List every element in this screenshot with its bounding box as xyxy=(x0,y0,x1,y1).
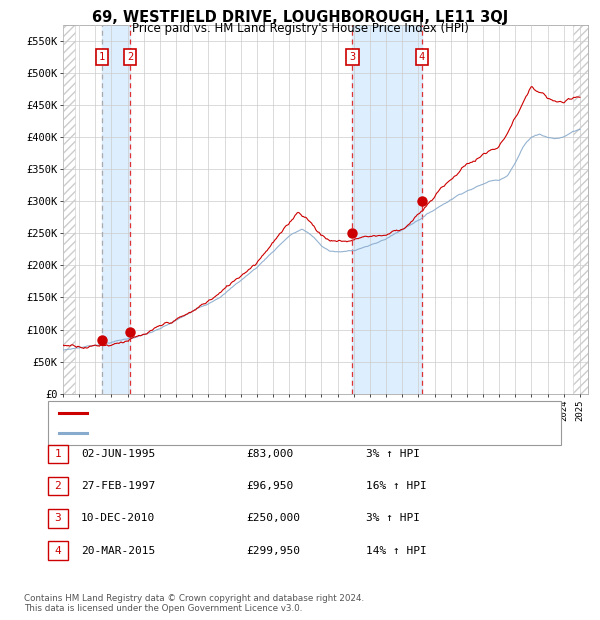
Text: Contains HM Land Registry data © Crown copyright and database right 2024.: Contains HM Land Registry data © Crown c… xyxy=(24,595,364,603)
Text: £299,950: £299,950 xyxy=(246,546,300,556)
Text: 2: 2 xyxy=(127,52,133,62)
Text: This data is licensed under the Open Government Licence v3.0.: This data is licensed under the Open Gov… xyxy=(24,604,302,613)
Text: 3% ↑ HPI: 3% ↑ HPI xyxy=(366,513,420,523)
Text: 27-FEB-1997: 27-FEB-1997 xyxy=(81,481,155,491)
Bar xyxy=(352,25,422,394)
Text: HPI: Average price, detached house, Charnwood: HPI: Average price, detached house, Char… xyxy=(94,428,346,438)
Text: 1: 1 xyxy=(55,449,61,459)
Text: 3% ↑ HPI: 3% ↑ HPI xyxy=(366,449,420,459)
Text: 4: 4 xyxy=(419,52,425,62)
Text: 16% ↑ HPI: 16% ↑ HPI xyxy=(366,481,427,491)
Text: 69, WESTFIELD DRIVE, LOUGHBOROUGH, LE11 3QJ: 69, WESTFIELD DRIVE, LOUGHBOROUGH, LE11 … xyxy=(92,10,508,25)
Text: Price paid vs. HM Land Registry's House Price Index (HPI): Price paid vs. HM Land Registry's House … xyxy=(131,22,469,35)
Text: 20-MAR-2015: 20-MAR-2015 xyxy=(81,546,155,556)
Bar xyxy=(102,25,130,394)
Text: 14% ↑ HPI: 14% ↑ HPI xyxy=(366,546,427,556)
Text: 2: 2 xyxy=(55,481,61,491)
Text: £96,950: £96,950 xyxy=(246,481,293,491)
Text: 02-JUN-1995: 02-JUN-1995 xyxy=(81,449,155,459)
Text: £83,000: £83,000 xyxy=(246,449,293,459)
Text: £250,000: £250,000 xyxy=(246,513,300,523)
Text: 4: 4 xyxy=(55,546,61,556)
Text: 10-DEC-2010: 10-DEC-2010 xyxy=(81,513,155,523)
Text: 1: 1 xyxy=(99,52,105,62)
Text: 3: 3 xyxy=(55,513,61,523)
Text: 3: 3 xyxy=(349,52,356,62)
Text: 69, WESTFIELD DRIVE, LOUGHBOROUGH, LE11 3QJ (detached house): 69, WESTFIELD DRIVE, LOUGHBOROUGH, LE11 … xyxy=(94,408,454,418)
